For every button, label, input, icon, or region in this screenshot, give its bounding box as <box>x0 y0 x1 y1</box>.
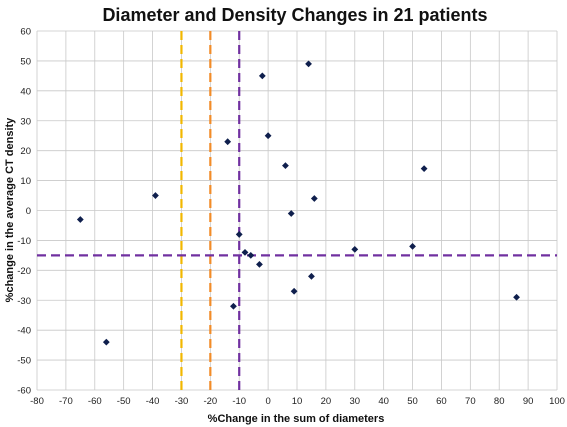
data-point <box>310 195 318 202</box>
data-point <box>256 260 263 268</box>
y-tick-label: 0 <box>26 206 31 217</box>
x-tick-label: -50 <box>117 396 131 407</box>
data-point <box>351 245 359 253</box>
x-tick-label: 70 <box>465 396 476 407</box>
y-tick-label: 40 <box>20 86 31 97</box>
data-point <box>282 162 289 170</box>
data-point <box>230 302 237 310</box>
x-tick-label: 90 <box>523 396 534 407</box>
data-point <box>247 251 255 259</box>
data-point <box>290 287 298 295</box>
x-tick-label: 80 <box>494 396 505 407</box>
data-point <box>258 72 266 80</box>
data-point <box>152 192 159 199</box>
x-tick-label: -80 <box>30 396 44 407</box>
x-axis-label: %Change in the sum of diameters <box>208 413 385 425</box>
x-tick-label: -30 <box>175 396 189 407</box>
y-tick-label: -40 <box>17 326 31 337</box>
y-axis-ticks: -60 -50 -40 -30 -20 -10 0 10 20 30 40 50 60 <box>17 27 31 397</box>
x-tick-label: -70 <box>59 396 73 407</box>
x-tick-label: -40 <box>146 396 160 407</box>
data-point <box>409 243 416 250</box>
y-tick-label: -10 <box>17 236 31 247</box>
y-axis-label: %change in the average CT density <box>4 117 16 302</box>
y-tick-label: 50 <box>20 56 31 67</box>
y-tick-label: -20 <box>17 266 31 277</box>
y-tick-label: -50 <box>17 356 31 367</box>
data-point <box>102 338 110 346</box>
data-point <box>305 60 312 68</box>
y-tick-label: -30 <box>17 296 31 307</box>
y-tick-label: 60 <box>20 27 31 38</box>
x-axis-ticks: -80 -70 -60 -50 -40 -30 -20 -10 0 10 20 30 40 50 60 70 8… <box>30 396 565 407</box>
x-tick-label: 50 <box>407 396 418 407</box>
data-point <box>264 132 272 140</box>
x-tick-label: -20 <box>203 396 217 407</box>
x-tick-label: 30 <box>349 396 360 407</box>
data-point <box>241 248 249 256</box>
data-points <box>76 60 520 346</box>
x-tick-label: 100 <box>549 396 565 407</box>
x-tick-label: 0 <box>265 396 270 407</box>
y-tick-label: -60 <box>17 386 31 397</box>
x-tick-label: 20 <box>321 396 332 407</box>
data-point <box>224 138 232 146</box>
data-point <box>76 216 84 223</box>
y-tick-label: 10 <box>20 176 31 187</box>
data-point <box>287 210 295 217</box>
data-point <box>235 231 243 238</box>
data-point <box>513 293 520 301</box>
chart-title: Diameter and Density Changes in 21 patie… <box>102 5 487 25</box>
y-tick-label: 20 <box>20 146 31 157</box>
data-point <box>420 165 428 173</box>
x-tick-label: -10 <box>232 396 246 407</box>
x-tick-label: -60 <box>88 396 102 407</box>
y-tick-label: 30 <box>20 116 31 127</box>
x-tick-label: 10 <box>292 396 303 407</box>
x-tick-label: 60 <box>436 396 447 407</box>
data-point <box>308 272 315 280</box>
reference-lines <box>37 31 557 390</box>
grid-lines <box>36 30 558 391</box>
x-tick-label: 40 <box>378 396 389 407</box>
